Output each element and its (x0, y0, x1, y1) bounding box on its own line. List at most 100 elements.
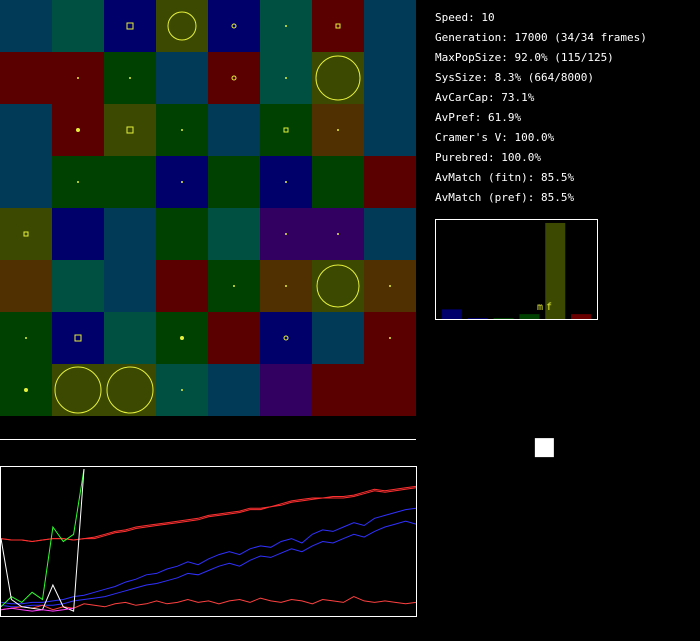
organism-dot (337, 233, 339, 235)
organism-square (74, 334, 82, 342)
history-series-line (0, 520, 417, 608)
grid-cell[interactable] (104, 208, 156, 260)
world-grid-canvas (0, 0, 416, 416)
histogram-bar (493, 318, 514, 319)
organism-dot (181, 129, 183, 131)
organism-square (126, 22, 134, 30)
history-series-line (0, 485, 417, 543)
organism-dot (233, 285, 235, 287)
grid-cell[interactable] (208, 208, 260, 260)
organism-circle (54, 366, 102, 414)
grid-cell[interactable] (312, 156, 364, 208)
grid-cell[interactable] (104, 0, 156, 52)
grid-cell[interactable] (364, 104, 416, 156)
histogram-bar (467, 318, 488, 319)
grid-cell[interactable] (208, 104, 260, 156)
organism-dot (389, 337, 391, 339)
organism-dot (129, 77, 131, 79)
grid-cell[interactable] (104, 104, 156, 156)
organism-circle (283, 335, 289, 341)
grid-cell[interactable] (208, 0, 260, 52)
organism-square (335, 23, 341, 29)
organism-dot (285, 25, 287, 27)
stat-av-match-pref: AvMatch (pref): 85.5% (435, 191, 575, 204)
organism-square (23, 231, 29, 237)
grid-cell[interactable] (260, 312, 312, 364)
world-grid[interactable] (0, 0, 416, 416)
history-plot (0, 466, 417, 617)
stat-generation: Generation: 17000 (34/34 frames) (435, 31, 647, 44)
stat-av-match-fitn: AvMatch (fitn): 85.5% (435, 171, 575, 184)
grid-cell[interactable] (0, 156, 52, 208)
grid-cell[interactable] (260, 104, 312, 156)
stat-av-pref: AvPref: 61.9% (435, 111, 522, 124)
organism-dot (77, 181, 79, 183)
grid-cell[interactable] (364, 156, 416, 208)
history-series-line (0, 596, 417, 611)
preference-map (435, 338, 598, 499)
separator-bar (0, 419, 416, 440)
organism-dot (25, 337, 27, 339)
stat-speed: Speed: 10 (435, 11, 495, 24)
preference-map-canvas (435, 338, 598, 499)
grid-cell[interactable] (312, 364, 364, 416)
trait-histogram: m f (435, 219, 598, 320)
grid-cell[interactable] (104, 260, 156, 312)
stat-purebred: Purebred: 100.0% (435, 151, 541, 164)
grid-cell[interactable] (156, 52, 208, 104)
organism-circle (231, 75, 237, 81)
histogram-bar (571, 314, 592, 319)
trait-histogram-canvas: m f (441, 222, 592, 319)
histogram-bar (545, 222, 566, 319)
grid-cell[interactable] (104, 156, 156, 208)
grid-cell[interactable] (364, 364, 416, 416)
grid-cell[interactable] (156, 260, 208, 312)
organism-dot (285, 181, 287, 183)
grid-cell[interactable] (364, 52, 416, 104)
grid-cell[interactable] (364, 0, 416, 52)
grid-cell[interactable] (0, 208, 52, 260)
organism-square (283, 127, 289, 133)
organism-circle (167, 11, 197, 41)
grid-cell[interactable] (0, 104, 52, 156)
history-series-line (0, 487, 417, 543)
grid-cell[interactable] (312, 312, 364, 364)
organism-dot (389, 285, 391, 287)
organism-circle (315, 55, 361, 101)
grid-cell[interactable] (364, 208, 416, 260)
organism-dot (337, 129, 339, 131)
organism-dot (285, 77, 287, 79)
grid-cell[interactable] (156, 208, 208, 260)
grid-cell[interactable] (52, 260, 104, 312)
grid-cell[interactable] (312, 0, 364, 52)
stat-max-pop-size: MaxPopSize: 92.0% (115/125) (435, 51, 614, 64)
organism-dot (181, 389, 183, 391)
organism-circle (316, 264, 360, 308)
organism-square (126, 126, 134, 134)
history-plot-canvas (0, 468, 417, 612)
grid-cell[interactable] (104, 312, 156, 364)
grid-cell[interactable] (52, 0, 104, 52)
grid-cell[interactable] (260, 364, 312, 416)
grid-cell[interactable] (0, 52, 52, 104)
grid-cell[interactable] (208, 312, 260, 364)
histogram-bar (519, 314, 540, 319)
stat-av-car-cap: AvCarCap: 73.1% (435, 91, 535, 104)
organism-dot (24, 388, 28, 392)
grid-cell[interactable] (208, 156, 260, 208)
grid-cell[interactable] (52, 312, 104, 364)
grid-cell[interactable] (208, 52, 260, 104)
grid-cell[interactable] (208, 364, 260, 416)
grid-cell[interactable] (0, 0, 52, 52)
histogram-label-f: f (546, 302, 552, 313)
stat-cramers-v: Cramer's V: 100.0% (435, 131, 555, 144)
preference-marker (534, 438, 554, 458)
stat-sys-size: SysSize: 8.3% (664/8000) (435, 71, 594, 84)
organism-circle (106, 366, 154, 414)
history-series-line (0, 507, 417, 605)
history-series-line (0, 468, 85, 608)
organism-circle (231, 23, 237, 29)
grid-cell[interactable] (52, 208, 104, 260)
history-series-line (0, 607, 74, 612)
grid-cell[interactable] (0, 260, 52, 312)
